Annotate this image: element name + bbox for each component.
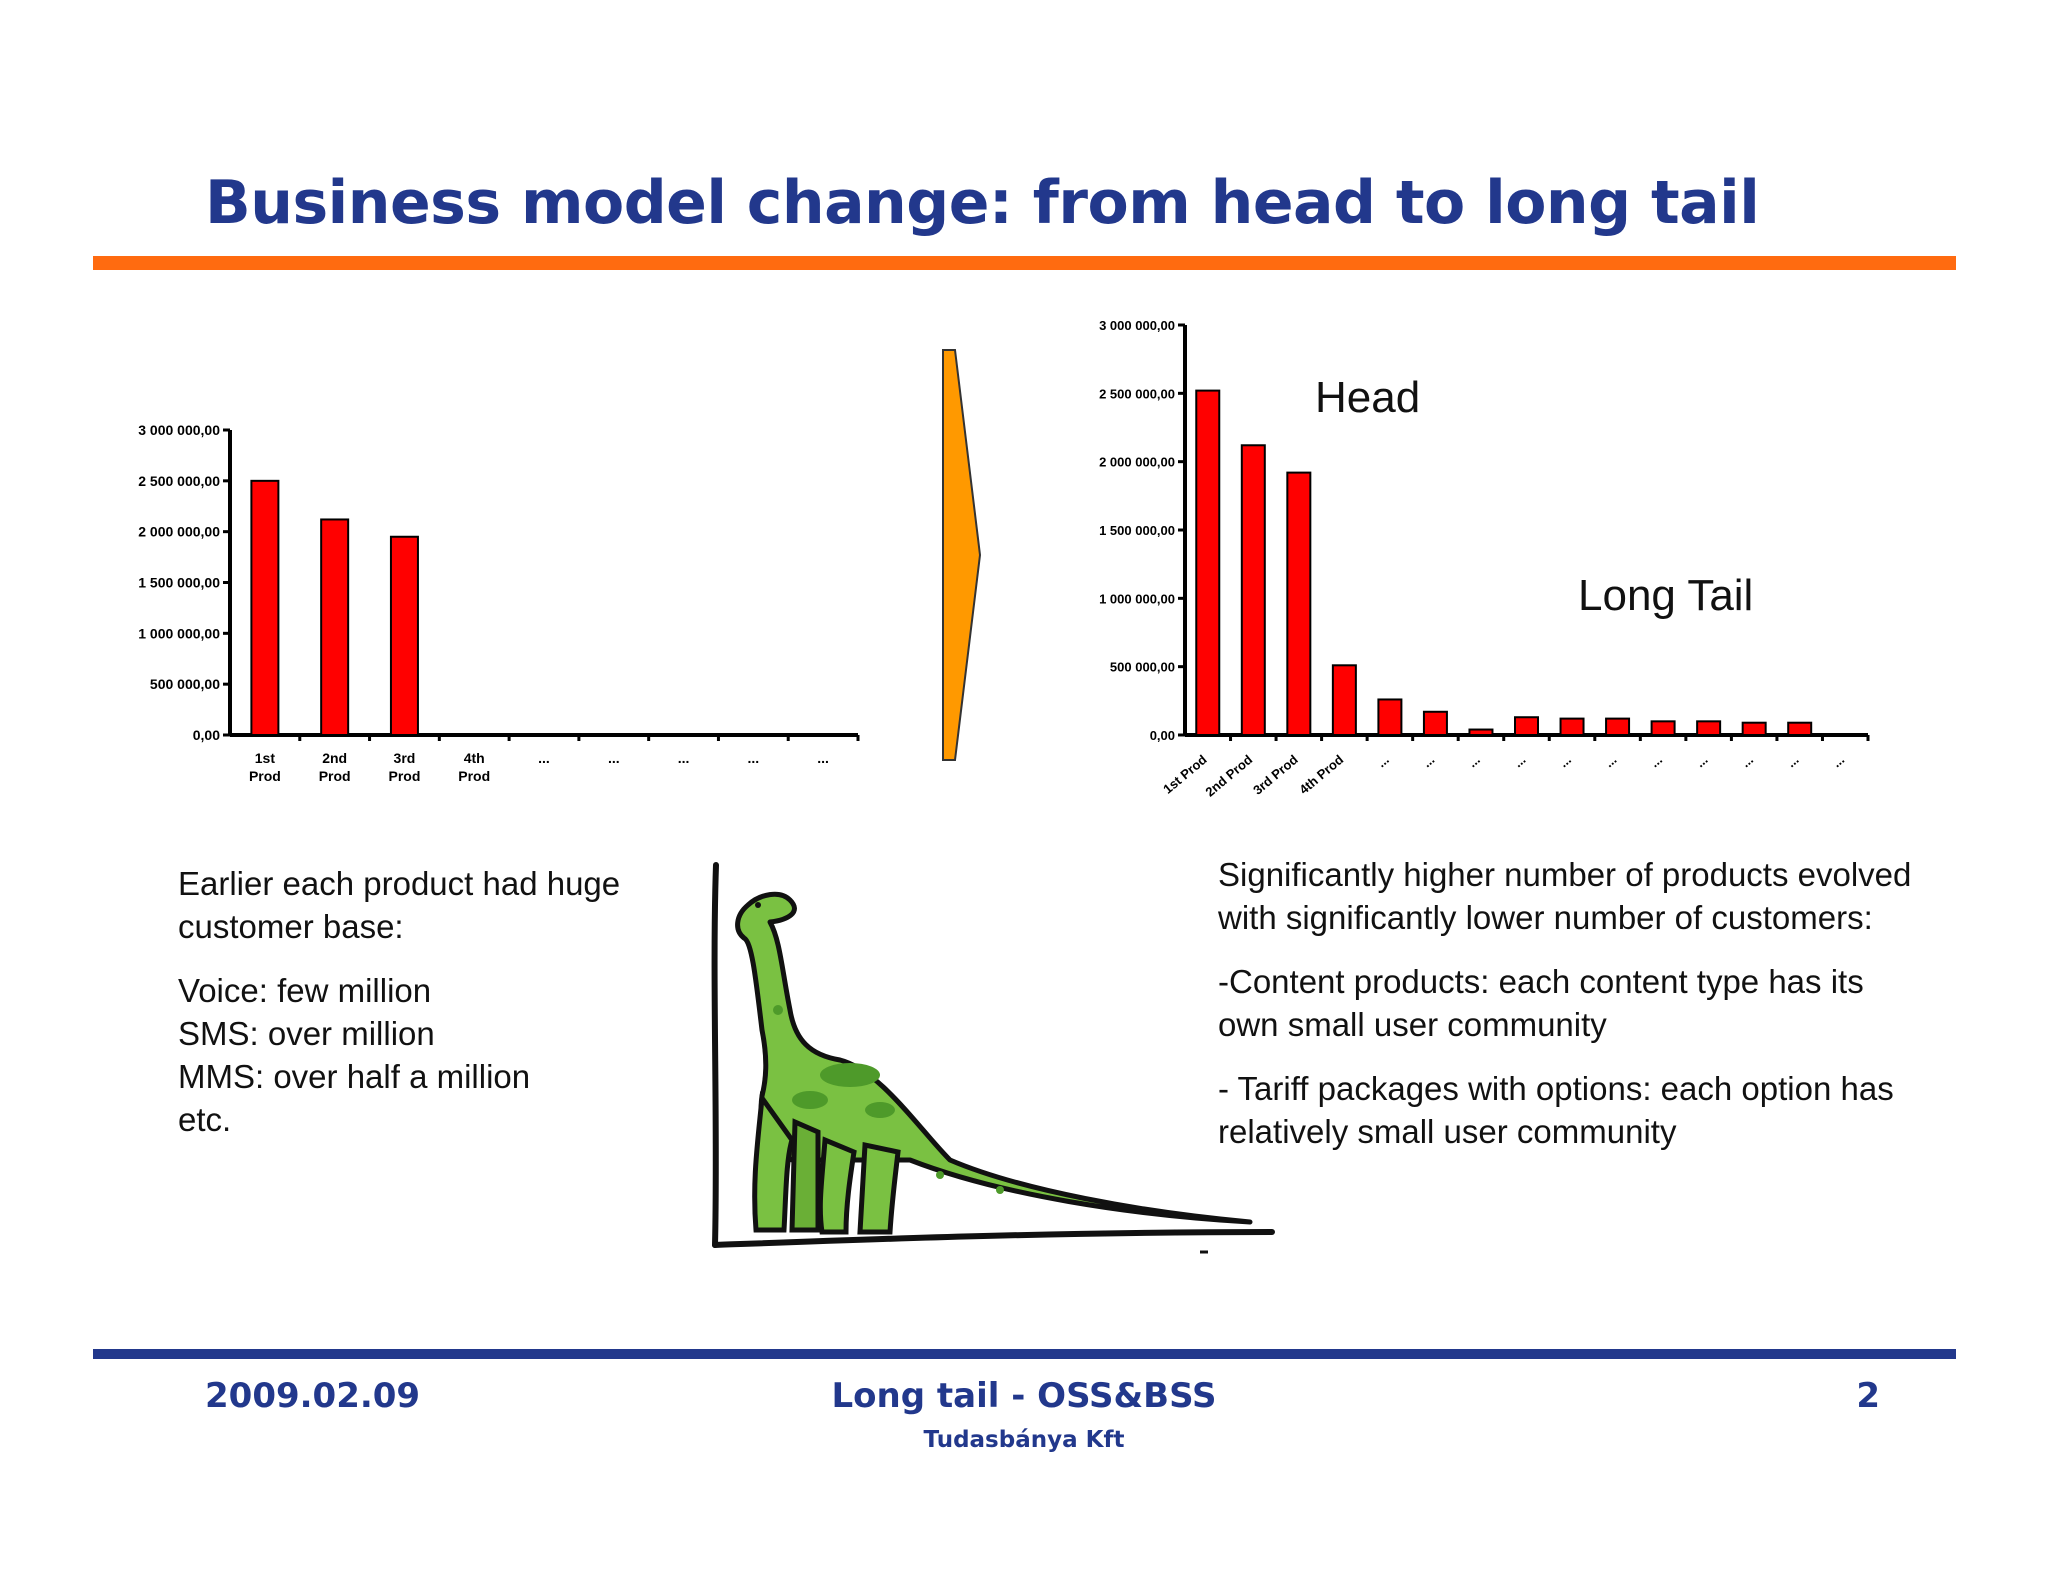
y-tick-label: 1 000 000,00	[138, 625, 220, 641]
bar	[1787, 721, 1813, 737]
x-tick-label: ...	[1419, 752, 1437, 770]
left-text-line: Voice: few million	[178, 972, 432, 1009]
footer-title: Long tail - OSS&BSS	[831, 1376, 1217, 1416]
x-tick-label: ...	[747, 750, 759, 766]
left-text-line: etc.	[178, 1101, 232, 1138]
x-tick-label: ...	[1374, 752, 1392, 770]
bar	[1377, 698, 1403, 737]
x-tick-label: ...	[1647, 752, 1665, 770]
bar	[1559, 717, 1585, 737]
bar	[389, 535, 419, 736]
bar	[1195, 389, 1221, 736]
slide-title: Business model change: from head to long…	[205, 168, 1760, 238]
y-tick-label: 2 000 000,00	[138, 524, 220, 540]
y-tick-label: 2 500 000,00	[1099, 386, 1175, 401]
x-tick-label: ...	[678, 750, 690, 766]
x-tick-label: ...	[1784, 752, 1802, 770]
x-tick-label: 3rd Prod	[1250, 752, 1301, 798]
bar	[1286, 471, 1312, 736]
annotation-head: Head	[1315, 373, 1420, 422]
x-tick-label: ...	[1556, 752, 1574, 770]
bar	[1422, 710, 1448, 736]
bar	[1605, 717, 1631, 737]
x-tick-label: ...	[538, 750, 550, 766]
y-tick-label: 500 000,00	[150, 676, 220, 692]
bar	[1696, 720, 1722, 737]
y-tick-label: 3 000 000,00	[1099, 318, 1175, 333]
bar	[1468, 728, 1494, 736]
footer-company: Tudasbánya Kft	[923, 1427, 1125, 1453]
y-tick-label: 2 500 000,00	[138, 473, 220, 489]
chevron-right-arrow-icon	[942, 349, 982, 761]
right-text-block: Significantly higher number of products …	[1218, 853, 1918, 1153]
bar	[1514, 716, 1539, 737]
x-tick-label: ...	[1510, 752, 1528, 770]
x-tick-label: ...	[1829, 752, 1847, 770]
x-tick-label: 4th Prod	[1296, 752, 1346, 797]
bar	[1741, 721, 1767, 737]
long-tail-dinosaur-icon	[711, 862, 1275, 1254]
x-tick-label: ...	[608, 750, 620, 766]
right-text-paragraph: Significantly higher number of products …	[1218, 856, 1912, 936]
left-text-line: MMS: over half a million	[178, 1058, 531, 1095]
bar	[1650, 720, 1676, 737]
title-divider	[93, 256, 1956, 270]
bar	[250, 479, 280, 737]
footer-date: 2009.02.09	[205, 1376, 421, 1416]
chart-after: 0,00 500 000,00 1 000 000,00 1 500 000,00 2 …	[1099, 318, 1870, 800]
y-tick-label: 0,00	[1150, 728, 1175, 743]
y-tick-label: 1 500 000,00	[138, 575, 220, 591]
y-tick-label: 2 000 000,00	[1099, 455, 1175, 470]
y-tick-label: 1 000 000,00	[1099, 591, 1175, 606]
x-tick-label: 3rd Prod	[388, 750, 420, 784]
bar	[320, 518, 350, 737]
x-tick-label: 2nd Prod	[1202, 752, 1255, 800]
x-tick-label: 1st Prod	[249, 750, 281, 784]
bar	[1331, 664, 1357, 736]
left-text-intro: Earlier each product had huge customer b…	[178, 865, 621, 945]
x-tick-label: 1st Prod	[1160, 752, 1210, 797]
chart-before-plot: 0,00 500 000,00 1 000 000,00 1 500 000,00 2 …	[138, 422, 860, 784]
chart-after-plot: 0,00 500 000,00 1 000 000,00 1 500 000,00 2 …	[1099, 318, 1870, 800]
y-tick-label: 3 000 000,00	[138, 422, 220, 438]
annotation-long-tail: Long Tail	[1578, 571, 1753, 620]
y-tick-label: 1 500 000,00	[1099, 523, 1175, 538]
footer-page-number: 2	[1856, 1376, 1880, 1416]
footer-divider	[93, 1349, 1956, 1359]
x-tick-label: 2nd Prod	[319, 750, 351, 784]
left-text-line: SMS: over million	[178, 1015, 435, 1052]
x-tick-label: ...	[1738, 752, 1756, 770]
x-tick-label: ...	[1602, 752, 1620, 770]
x-tick-label: ...	[817, 750, 829, 766]
y-tick-label: 500 000,00	[1110, 660, 1175, 675]
left-text-block: Earlier each product had huge customer b…	[178, 862, 698, 1141]
y-tick-label: 0,00	[193, 727, 220, 743]
x-tick-label: ...	[1693, 752, 1711, 770]
right-text-paragraph: -Content products: each content type has…	[1218, 963, 1864, 1043]
right-text-paragraph: - Tariff packages with options: each opt…	[1218, 1070, 1894, 1150]
chart-before: 0,00 500 000,00 1 000 000,00 1 500 000,00 2 …	[138, 422, 860, 784]
bar	[1240, 444, 1266, 736]
x-tick-label: 4th Prod	[458, 750, 490, 784]
x-tick-label: ...	[1465, 752, 1483, 770]
